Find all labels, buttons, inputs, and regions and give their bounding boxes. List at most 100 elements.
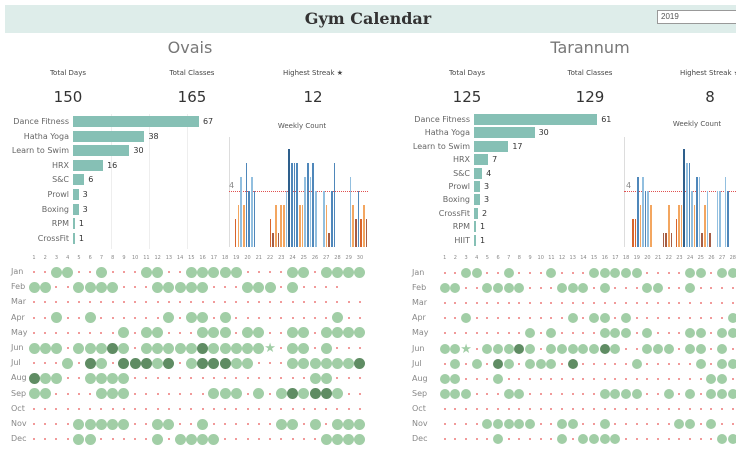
class-day[interactable] xyxy=(503,283,514,294)
class-day[interactable] xyxy=(331,433,343,445)
class-day[interactable] xyxy=(62,357,74,369)
class-day[interactable] xyxy=(343,357,355,369)
weekly-bar[interactable] xyxy=(639,205,642,247)
class-day[interactable] xyxy=(663,388,674,399)
class-day[interactable] xyxy=(253,327,265,339)
class-day[interactable] xyxy=(253,281,265,293)
class-day[interactable] xyxy=(354,433,366,445)
class-day[interactable] xyxy=(152,281,164,293)
class-bar[interactable] xyxy=(73,159,104,171)
class-day[interactable] xyxy=(152,342,164,354)
multi-class-day[interactable] xyxy=(320,388,332,400)
weekly-bar[interactable] xyxy=(691,191,693,247)
class-day[interactable] xyxy=(73,433,85,445)
class-day[interactable] xyxy=(95,357,107,369)
class-day[interactable] xyxy=(84,281,96,293)
multi-class-day[interactable] xyxy=(208,357,220,369)
weekly-bar[interactable] xyxy=(349,177,352,247)
class-day[interactable] xyxy=(343,266,355,278)
multi-class-day[interactable] xyxy=(567,358,578,369)
class-day[interactable] xyxy=(230,357,242,369)
class-day[interactable] xyxy=(152,433,164,445)
weekly-bar[interactable] xyxy=(285,191,288,247)
class-day[interactable] xyxy=(219,388,231,400)
class-day[interactable] xyxy=(287,342,299,354)
class-day[interactable] xyxy=(599,419,610,429)
class-day[interactable] xyxy=(152,266,164,278)
class-day[interactable] xyxy=(95,388,107,400)
class-day[interactable] xyxy=(28,281,40,293)
weekly-bar[interactable] xyxy=(282,205,285,247)
class-day[interactable] xyxy=(84,342,96,354)
class-day[interactable] xyxy=(567,343,578,354)
class-bar[interactable] xyxy=(474,127,535,139)
class-day[interactable] xyxy=(163,342,175,354)
class-day[interactable] xyxy=(95,418,107,430)
class-day[interactable] xyxy=(546,268,557,278)
class-day[interactable] xyxy=(727,313,736,324)
class-day[interactable] xyxy=(546,358,557,369)
class-day[interactable] xyxy=(717,388,728,399)
class-day[interactable] xyxy=(208,342,220,354)
class-day[interactable] xyxy=(50,312,62,324)
weekly-bar[interactable] xyxy=(280,205,282,247)
class-day[interactable] xyxy=(84,312,96,324)
class-day[interactable] xyxy=(84,372,96,384)
class-day[interactable] xyxy=(343,433,355,445)
class-day[interactable] xyxy=(320,327,332,339)
class-day[interactable] xyxy=(208,327,220,339)
class-day[interactable] xyxy=(493,434,504,445)
class-day[interactable] xyxy=(567,283,578,294)
weekly-bar[interactable] xyxy=(685,163,688,247)
class-day[interactable] xyxy=(599,388,610,399)
class-day[interactable] xyxy=(118,388,130,400)
class-day[interactable] xyxy=(174,433,186,445)
class-day[interactable] xyxy=(331,327,343,339)
class-day[interactable] xyxy=(685,419,696,429)
weekly-bar[interactable] xyxy=(649,205,652,247)
class-day[interactable] xyxy=(599,313,610,324)
class-day[interactable] xyxy=(503,343,514,354)
weekly-bar[interactable] xyxy=(357,191,360,247)
class-bar[interactable] xyxy=(474,114,598,125)
class-bar[interactable] xyxy=(73,189,79,200)
class-day[interactable] xyxy=(185,266,197,278)
class-day[interactable] xyxy=(695,343,706,354)
class-day[interactable] xyxy=(610,388,621,399)
class-day[interactable] xyxy=(514,283,525,294)
class-day[interactable] xyxy=(471,268,482,278)
class-day[interactable] xyxy=(140,266,152,278)
class-day[interactable] xyxy=(717,268,728,278)
class-day[interactable] xyxy=(298,388,310,400)
weekly-bar[interactable] xyxy=(315,191,317,247)
class-day[interactable] xyxy=(174,281,186,293)
class-day[interactable] xyxy=(107,418,119,430)
class-day[interactable] xyxy=(706,388,717,399)
class-day[interactable] xyxy=(685,268,696,278)
class-day[interactable] xyxy=(461,388,472,399)
class-day[interactable] xyxy=(197,281,209,293)
class-day[interactable] xyxy=(208,433,220,445)
class-day[interactable] xyxy=(39,388,51,400)
class-day[interactable] xyxy=(642,283,653,294)
multi-class-day[interactable] xyxy=(107,342,119,354)
class-day[interactable] xyxy=(514,419,525,429)
class-bar[interactable] xyxy=(73,174,85,186)
class-day[interactable] xyxy=(557,434,568,445)
weekly-bar[interactable] xyxy=(253,191,256,247)
class-day[interactable] xyxy=(557,283,568,294)
class-day[interactable] xyxy=(535,358,546,369)
class-day[interactable] xyxy=(107,372,119,384)
weekly-bar[interactable] xyxy=(724,177,727,247)
weekly-bar[interactable] xyxy=(363,205,365,247)
class-day[interactable] xyxy=(599,268,610,278)
class-day[interactable] xyxy=(152,327,164,339)
class-bar[interactable] xyxy=(474,234,477,246)
class-day[interactable] xyxy=(354,266,366,278)
class-day[interactable] xyxy=(331,266,343,278)
class-day[interactable] xyxy=(599,328,610,339)
class-day[interactable] xyxy=(118,327,130,339)
weekly-bar[interactable] xyxy=(727,191,729,247)
class-day[interactable] xyxy=(621,328,632,339)
class-day[interactable] xyxy=(717,358,728,369)
